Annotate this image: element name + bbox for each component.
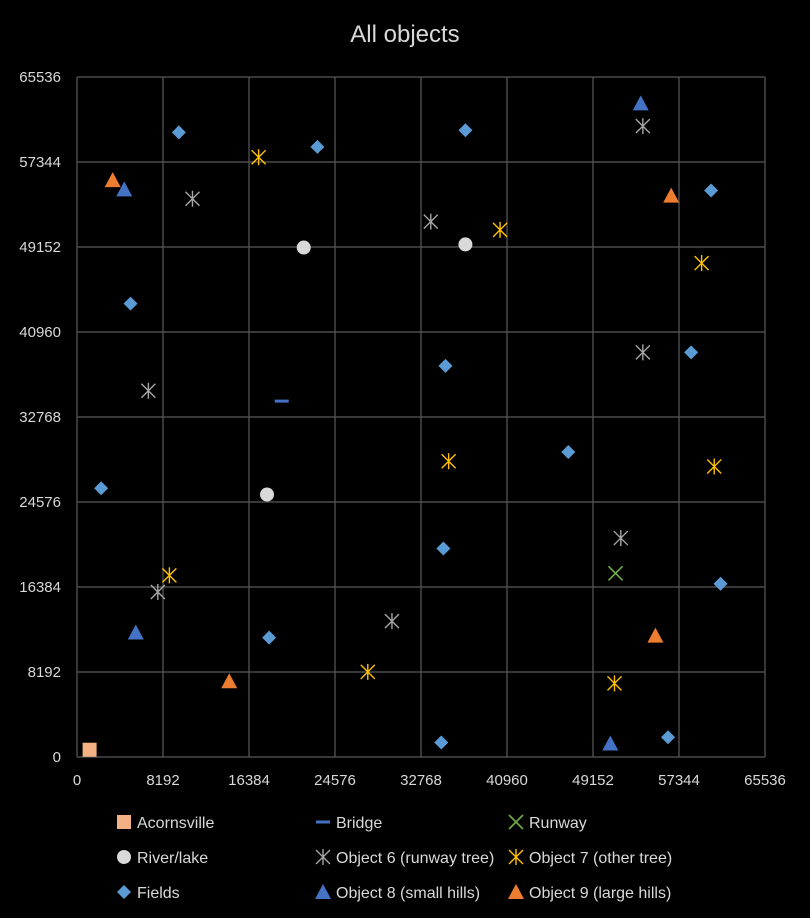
x-tick-label: 8192 <box>146 772 179 789</box>
data-point <box>441 453 457 470</box>
legend-marker <box>508 849 524 865</box>
data-point <box>310 139 325 154</box>
x-tick-label: 16384 <box>228 772 270 789</box>
data-point <box>561 444 576 459</box>
data-point <box>706 458 722 475</box>
data-point <box>221 673 238 689</box>
data-point <box>161 567 177 584</box>
data-point <box>713 576 728 591</box>
data-point <box>434 735 449 750</box>
legend-marker <box>117 885 131 899</box>
y-tick-label: 0 <box>53 749 61 766</box>
data-point <box>104 172 121 188</box>
data-point <box>661 730 676 745</box>
legend: Acornsville Bridge Runway River/lake Object … <box>117 814 672 902</box>
data-point <box>171 125 186 140</box>
legend-label: Object 6 (runway tree) <box>336 850 494 867</box>
legend-label: Fields <box>137 885 180 902</box>
x-tick-label: 49152 <box>572 772 614 789</box>
data-point <box>94 481 109 496</box>
legend-label: Acornsville <box>137 815 214 832</box>
y-tick-label: 57344 <box>19 154 61 171</box>
y-tick-label: 24576 <box>19 494 61 511</box>
data-point <box>635 344 651 361</box>
y-tick-label: 49152 <box>19 239 61 256</box>
data-point <box>613 530 629 547</box>
legend-marker <box>508 814 524 830</box>
data-point <box>260 487 275 502</box>
data-point <box>632 95 649 111</box>
data-point <box>694 255 710 272</box>
data-point <box>492 221 508 238</box>
data-point <box>127 624 144 640</box>
gridlines <box>76 76 766 758</box>
data-point <box>647 627 664 643</box>
data-point <box>423 213 439 230</box>
data-point <box>436 541 451 556</box>
y-tick-label: 16384 <box>19 579 61 596</box>
data-point <box>296 240 311 255</box>
data-point <box>262 630 277 645</box>
legend-label: River/lake <box>137 850 208 867</box>
legend-marker <box>508 884 524 899</box>
legend-marker <box>315 884 331 899</box>
data-points <box>82 95 728 757</box>
y-tick-label: 32768 <box>19 409 61 426</box>
data-point <box>704 183 719 198</box>
data-point <box>635 118 651 135</box>
data-point <box>663 187 680 203</box>
legend-label: Object 8 (small hills) <box>336 885 480 902</box>
data-point <box>607 565 624 581</box>
legend-label: Runway <box>529 815 587 832</box>
x-tick-label: 65536 <box>744 772 786 789</box>
data-point <box>438 358 453 373</box>
x-tick-label: 57344 <box>658 772 700 789</box>
data-point <box>684 345 699 360</box>
legend-marker <box>117 815 131 829</box>
data-point <box>116 181 133 197</box>
data-point <box>140 382 156 399</box>
data-point <box>607 675 622 692</box>
data-point <box>360 663 376 680</box>
chart-title: All objects <box>350 21 459 48</box>
data-point <box>150 584 166 601</box>
x-tick-label: 40960 <box>486 772 528 789</box>
y-tick-label: 8192 <box>28 664 61 681</box>
axis-tick-labels: 0 8192 16384 24576 32768 40960 49152 57344 65536… <box>19 69 786 789</box>
x-tick-label: 0 <box>73 772 81 789</box>
x-tick-label: 24576 <box>314 772 356 789</box>
y-tick-label: 40960 <box>19 324 61 341</box>
x-tick-label: 32768 <box>400 772 442 789</box>
data-point <box>123 296 138 311</box>
data-point <box>384 613 400 630</box>
legend-label: Object 7 (other tree) <box>529 850 672 867</box>
legend-label: Object 9 (large hills) <box>529 885 671 902</box>
legend-label: Bridge <box>336 815 382 832</box>
data-point <box>251 149 267 166</box>
data-point <box>602 735 619 751</box>
data-point <box>458 237 473 252</box>
y-tick-label: 65536 <box>19 69 61 86</box>
data-point <box>458 123 473 138</box>
data-point <box>82 742 97 757</box>
data-point <box>184 190 200 207</box>
legend-marker <box>117 850 131 864</box>
legend-marker <box>315 849 331 865</box>
